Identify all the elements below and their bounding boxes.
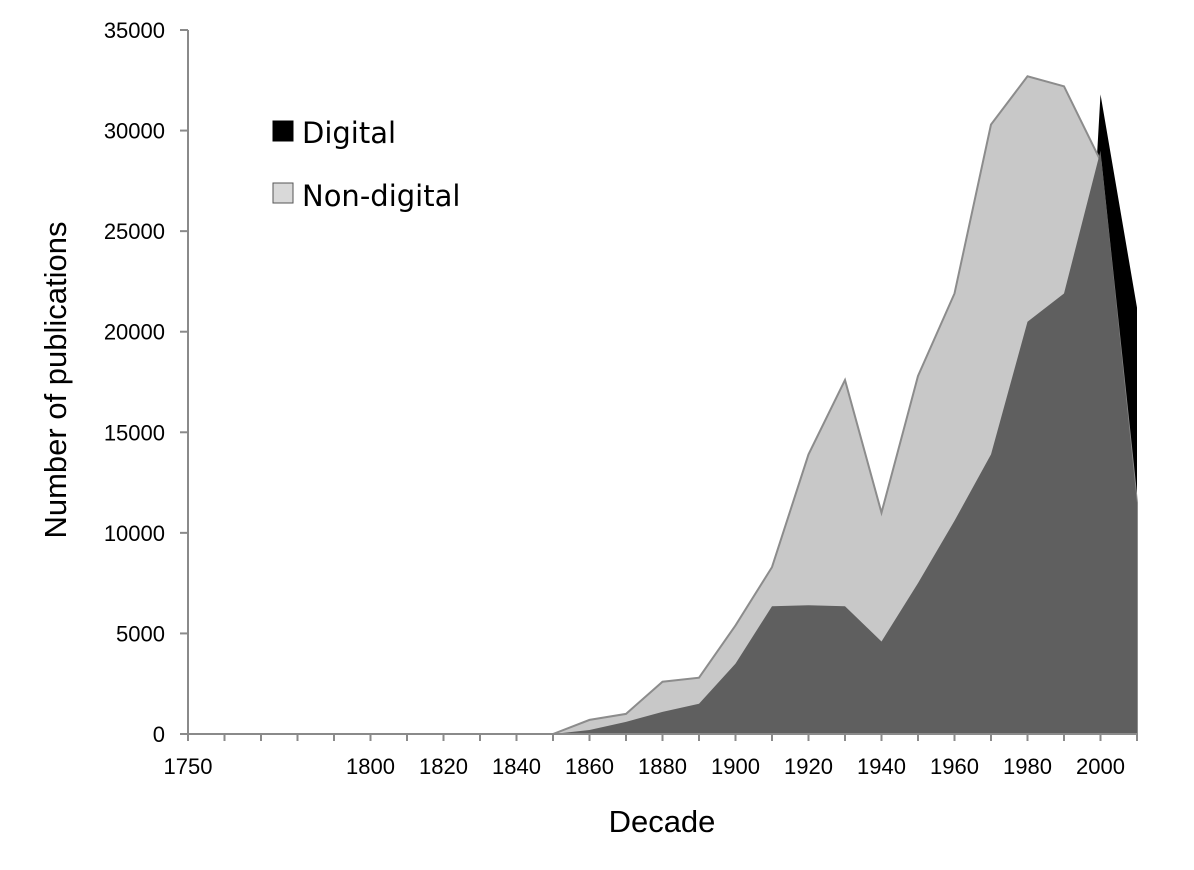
x-axis-title: Decade [609,804,716,839]
x-axis-ticks: 1750 1800 1820 1840 1860 1880 1900 1920 1940 1960… [164,734,1138,779]
legend-label-non-digital: Non-digital [302,179,460,213]
x-tick-label: 1840 [492,754,541,779]
x-tick-label: 1820 [419,754,468,779]
x-tick-label: 2000 [1076,754,1125,779]
legend-swatch-digital [272,120,294,142]
y-tick-label: 15000 [104,420,165,445]
y-tick-label: 25000 [104,219,165,244]
y-tick-label: 35000 [104,18,165,43]
x-tick-label: 1900 [711,754,760,779]
y-tick-label: 10000 [104,521,165,546]
legend-label-digital: Digital [302,116,396,150]
y-axis-title: Number of publications [38,221,73,538]
y-tick-label: 0 [153,722,165,747]
legend: Digital Non-digital [272,116,460,213]
area-series-0 [188,150,1137,734]
x-tick-label: 1880 [638,754,687,779]
x-tick-label: 1750 [164,754,213,779]
x-tick-label: 1960 [930,754,979,779]
x-tick-label: 1940 [857,754,906,779]
x-tick-label: 1920 [784,754,833,779]
x-tick-label: 1800 [346,754,395,779]
y-tick-label: 5000 [116,621,165,646]
x-tick-label: 1860 [565,754,614,779]
legend-swatch-non-digital [272,182,294,204]
y-tick-label: 20000 [104,320,165,345]
chart-areas [188,75,1138,735]
y-tick-label: 30000 [104,119,165,144]
y-axis-ticks: 0 5000 10000 15000 20000 25000 30000 35000 [104,18,188,747]
x-tick-label: 1980 [1003,754,1052,779]
